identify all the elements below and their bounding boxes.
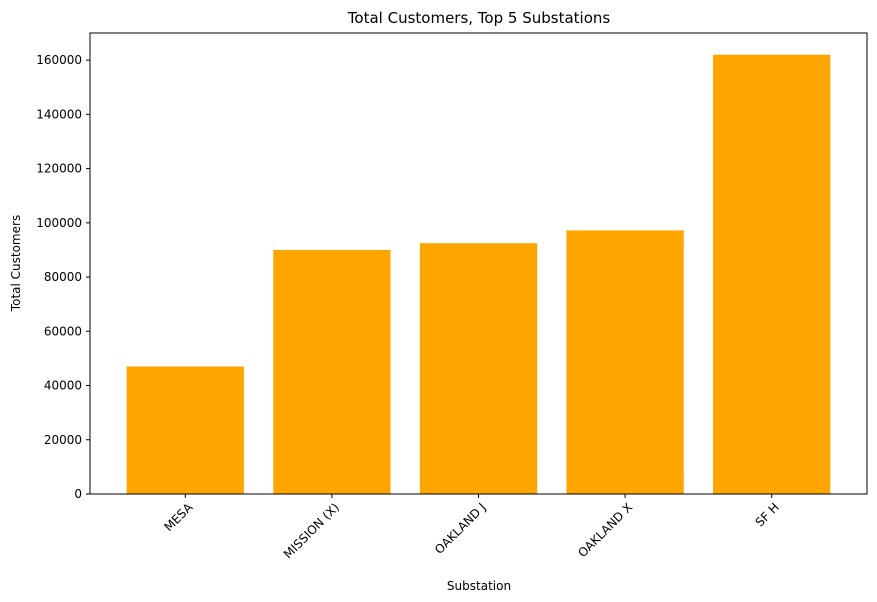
y-tick-label: 60000 xyxy=(44,324,82,338)
y-tick-label: 40000 xyxy=(44,379,82,393)
x-tick-label: SF H xyxy=(753,500,782,529)
chart-title: Total Customers, Top 5 Substations xyxy=(347,9,611,27)
x-tick-label: OAKLAND X xyxy=(575,500,635,560)
bar-oakland-x xyxy=(566,230,684,494)
y-axis-label: Total Customers xyxy=(9,215,23,312)
bar-sf-h xyxy=(713,54,831,494)
y-tick-label: 80000 xyxy=(44,270,82,284)
x-tick-label: MESA xyxy=(161,500,195,534)
y-tick-label: 0 xyxy=(74,487,82,501)
plot-frame xyxy=(89,32,868,495)
x-axis-label: Substation xyxy=(447,579,511,593)
bars-group xyxy=(126,54,831,494)
x-axis-ticks: MESA MISSION (X) OAKLAND J OAKLAND X SF H xyxy=(161,494,782,561)
y-tick-label: 120000 xyxy=(36,162,82,176)
x-tick-label: OAKLAND J xyxy=(432,500,489,557)
y-axis-ticks: 0 20000 40000 60000 80000 100000 120000 140000 1… xyxy=(36,53,90,501)
bar-mission-x xyxy=(273,249,391,494)
y-tick-label: 160000 xyxy=(36,53,82,67)
y-tick-label: 20000 xyxy=(44,433,82,447)
y-tick-label: 140000 xyxy=(36,107,82,121)
x-tick-label: MISSION (X) xyxy=(281,500,342,561)
bar-mesa xyxy=(126,366,244,494)
bar-oakland-j xyxy=(419,243,538,494)
y-tick-label: 100000 xyxy=(36,216,82,230)
